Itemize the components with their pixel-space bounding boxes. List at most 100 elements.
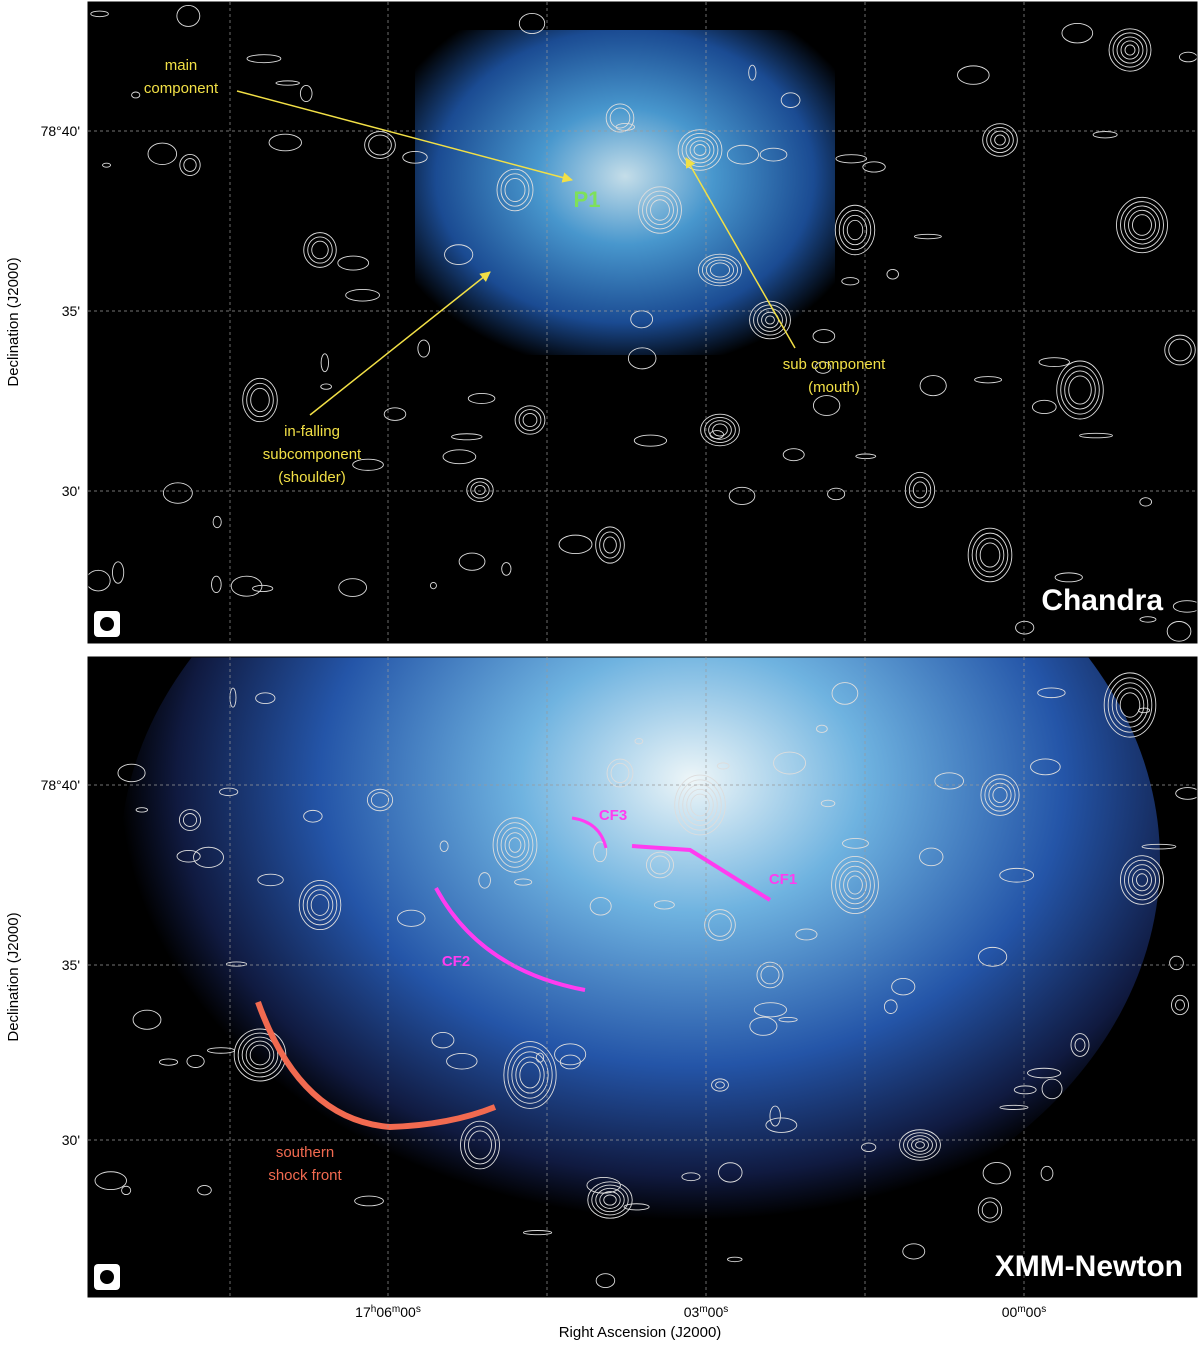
decoration xyxy=(415,30,835,355)
contour xyxy=(1107,677,1153,733)
contour xyxy=(176,4,201,27)
contour xyxy=(705,259,735,281)
contour xyxy=(831,856,879,914)
contour xyxy=(1054,572,1083,583)
contour xyxy=(112,561,125,584)
contour xyxy=(117,763,146,783)
contour xyxy=(501,562,512,576)
decoration: CF3 CF1 CF2 xyxy=(442,807,797,970)
contour xyxy=(1139,497,1153,507)
contour xyxy=(183,158,197,172)
contour xyxy=(460,1120,500,1170)
contour xyxy=(268,133,302,152)
contour xyxy=(1026,1067,1062,1079)
contour xyxy=(591,1184,629,1216)
contour xyxy=(708,913,732,937)
contour xyxy=(451,433,483,441)
contour xyxy=(883,999,898,1014)
contour xyxy=(241,1036,279,1074)
annotation: main xyxy=(165,57,198,74)
contour xyxy=(446,1052,478,1070)
contour xyxy=(211,575,222,594)
annotation: shock front xyxy=(268,1167,342,1184)
contour xyxy=(1124,859,1160,901)
contour xyxy=(904,471,936,509)
contour xyxy=(902,1243,926,1260)
contour xyxy=(431,1031,455,1049)
contour xyxy=(1120,40,1140,60)
contour xyxy=(992,786,1008,804)
contour xyxy=(303,809,323,823)
contour xyxy=(633,434,668,447)
contour xyxy=(219,787,239,797)
contour xyxy=(760,965,780,985)
contour xyxy=(514,878,533,886)
contour xyxy=(397,909,426,927)
contour xyxy=(974,376,1003,384)
contour xyxy=(515,1056,545,1094)
contour xyxy=(370,792,390,808)
contour xyxy=(757,308,783,332)
contour xyxy=(709,262,731,278)
y-tick-label: 30' xyxy=(62,483,80,499)
contour xyxy=(759,147,788,162)
contour xyxy=(814,361,832,374)
contour xyxy=(470,481,490,499)
contour xyxy=(1031,399,1057,415)
contour xyxy=(689,140,711,160)
contour xyxy=(1103,672,1157,738)
decoration xyxy=(87,656,1198,1298)
contour xyxy=(685,136,715,164)
annotation: (shoulder) xyxy=(278,469,346,486)
contour xyxy=(464,1125,496,1165)
contour xyxy=(522,1230,553,1236)
y-tick-label: 35' xyxy=(62,957,80,973)
y-tick-label: 30' xyxy=(62,1132,80,1148)
contour xyxy=(474,484,486,496)
contour xyxy=(102,162,112,168)
contour xyxy=(595,1273,616,1289)
contour xyxy=(834,204,876,256)
contour xyxy=(599,531,621,559)
contour xyxy=(975,537,1005,573)
contour xyxy=(981,1201,999,1219)
decoration xyxy=(100,1270,114,1284)
contour xyxy=(229,687,237,708)
contour xyxy=(690,793,710,817)
contour xyxy=(765,1117,798,1133)
contour xyxy=(230,575,263,597)
contour xyxy=(1139,616,1157,623)
contour xyxy=(320,353,330,373)
contour xyxy=(503,1041,557,1109)
contour xyxy=(1074,1038,1086,1052)
contour xyxy=(554,1043,587,1066)
contour xyxy=(891,978,916,996)
contour xyxy=(478,872,491,889)
x-tick-label: 03m00s xyxy=(684,1304,729,1321)
contour xyxy=(915,1141,925,1149)
contour xyxy=(839,865,871,905)
decoration xyxy=(685,157,796,349)
annotation: subcomponent xyxy=(263,446,362,463)
annotation: sub component xyxy=(783,356,886,373)
contour xyxy=(364,131,396,159)
y-axis-label: Declination (J2000) xyxy=(5,257,22,386)
decoration xyxy=(88,2,1197,1297)
contour xyxy=(773,751,807,775)
contour xyxy=(246,54,282,64)
contour xyxy=(496,822,534,868)
x-tick-part: m xyxy=(699,1304,707,1315)
x-axis-label: Right Ascension (J2000) xyxy=(559,1324,722,1341)
y-axis-label: Declination (J2000) xyxy=(5,912,22,1041)
contour xyxy=(1115,687,1145,723)
contour xyxy=(310,894,330,916)
contour xyxy=(246,382,274,418)
contour xyxy=(907,1135,933,1155)
decoration xyxy=(631,844,772,902)
contour xyxy=(1079,432,1113,439)
contour xyxy=(782,448,805,462)
contour xyxy=(1030,758,1061,776)
contour xyxy=(704,909,736,941)
contour xyxy=(1138,707,1151,714)
